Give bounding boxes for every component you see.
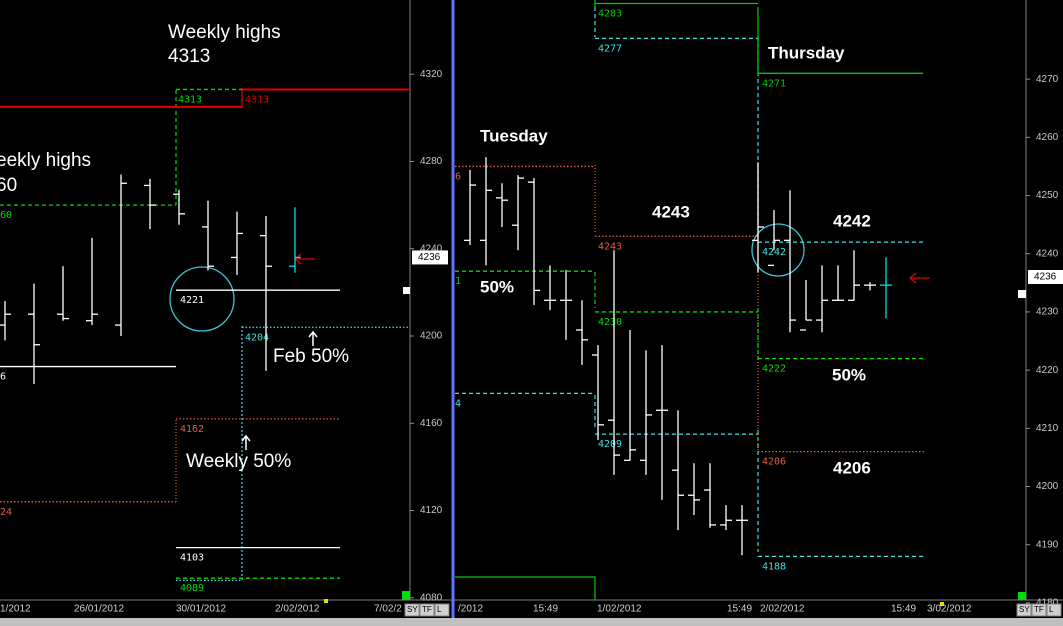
toolbar-button-label: SY	[1019, 605, 1030, 614]
highlight-circle	[169, 266, 235, 332]
x-tick-label: 26/01/2012	[74, 604, 124, 615]
level-label: 4313	[245, 94, 269, 105]
level-label: 4089	[180, 583, 204, 594]
annotation: 50%	[832, 365, 866, 384]
annotation: eekly highs	[0, 150, 91, 171]
toolbar-button-label: SY	[407, 605, 418, 614]
y-tick-label: 4240	[420, 243, 443, 254]
up-arrow	[241, 330, 318, 450]
y-tick-label: 4200	[420, 331, 443, 342]
y-tick-label: 4200	[1036, 481, 1059, 492]
level-label: 24	[0, 507, 12, 518]
level-label: 4277	[598, 43, 622, 54]
annotation: 4242	[833, 211, 871, 230]
level-label: 4204	[245, 332, 269, 343]
last-price-box	[1028, 270, 1063, 285]
marker	[1018, 290, 1026, 298]
y-tick-label: 4160	[420, 418, 443, 429]
last-price-label: 4236	[418, 252, 441, 263]
y-tick-label: 4220	[1036, 365, 1059, 376]
x-tick-label: 1/2012	[0, 604, 31, 615]
level-label: 6	[455, 171, 461, 182]
level-label: 4162	[180, 424, 204, 435]
y-tick-label: 4260	[1036, 132, 1059, 143]
toolbar-button-label: TF	[1034, 605, 1044, 614]
status-square	[1018, 592, 1026, 600]
time-marker	[324, 599, 328, 603]
y-tick-label: 4230	[1036, 307, 1059, 318]
annotation: Thursday	[768, 43, 845, 62]
x-tick-label: 15:49	[533, 604, 558, 615]
y-tick-label: 4320	[420, 69, 443, 80]
level-label: 60	[0, 210, 12, 221]
y-tick-label: 4210	[1036, 423, 1059, 434]
highlight-circle	[751, 223, 805, 277]
annotation: 4313	[168, 46, 210, 67]
y-tick-label: 4280	[420, 156, 443, 167]
level-label: 4243	[598, 241, 622, 252]
marker	[403, 287, 410, 294]
x-tick-label: /2012	[458, 604, 483, 615]
x-tick-label: 2/02/2012	[275, 604, 320, 615]
x-tick-label: 15:49	[891, 604, 916, 615]
level-label: 4221	[180, 295, 204, 306]
annotation: 4243	[652, 202, 690, 221]
level-label: 4313	[178, 94, 202, 105]
y-tick-label: 4080	[420, 592, 443, 603]
y-tick-label: 4240	[1036, 248, 1059, 259]
toolbar-button-label: L	[437, 605, 442, 614]
y-tick-label: 4250	[1036, 190, 1059, 201]
annotation: Feb 50%	[273, 346, 349, 367]
toolbar-button	[1031, 603, 1047, 617]
toolbar-button	[419, 603, 435, 617]
level-label: 4206	[762, 457, 786, 468]
level-label: 1	[455, 276, 461, 287]
status-square	[402, 591, 410, 600]
level-label: 4188	[762, 561, 786, 572]
x-tick-label: 15:49	[727, 604, 752, 615]
level-label: 4271	[762, 78, 786, 89]
status-bar	[0, 618, 1063, 626]
x-tick-label: 7/02/2	[374, 604, 402, 615]
toolbar-button-label: L	[1049, 605, 1054, 614]
x-tick-label: 30/01/2012	[176, 604, 226, 615]
last-price-box	[412, 250, 448, 265]
x-tick-label: 1/02/2012	[597, 604, 642, 615]
level-label: 4222	[762, 363, 786, 374]
toolbar-button	[1046, 603, 1062, 617]
annotation: Weekly highs	[168, 22, 281, 43]
last-price-label: 4236	[1034, 272, 1057, 283]
toolbar-button	[434, 603, 450, 617]
annotation: Tuesday	[480, 126, 548, 145]
level-label: 6	[0, 372, 6, 383]
y-tick-label: 4270	[1036, 74, 1059, 85]
level-label: 4230	[598, 317, 622, 328]
level-label: 4103	[180, 553, 204, 564]
toolbar-button	[1016, 603, 1032, 617]
level-label: 4242	[762, 247, 786, 258]
y-tick-label: 4190	[1036, 539, 1059, 550]
level-label: 4209	[598, 439, 622, 450]
y-tick-label: 4120	[420, 505, 443, 516]
annotation: 4206	[833, 458, 871, 477]
y-tick-label: 4180	[1036, 598, 1059, 609]
x-tick-label: 3/02/2012	[927, 604, 972, 615]
toolbar-button-label: TF	[422, 605, 432, 614]
annotation: 50%	[480, 277, 514, 296]
level-label: 4283	[598, 8, 622, 19]
time-marker	[940, 602, 944, 606]
toolbar-button	[404, 603, 420, 617]
annotation: Weekly 50%	[186, 451, 291, 472]
level-label: 4	[455, 398, 461, 409]
x-tick-label: 2/02/2012	[760, 604, 805, 615]
annotation: 60	[0, 175, 17, 196]
